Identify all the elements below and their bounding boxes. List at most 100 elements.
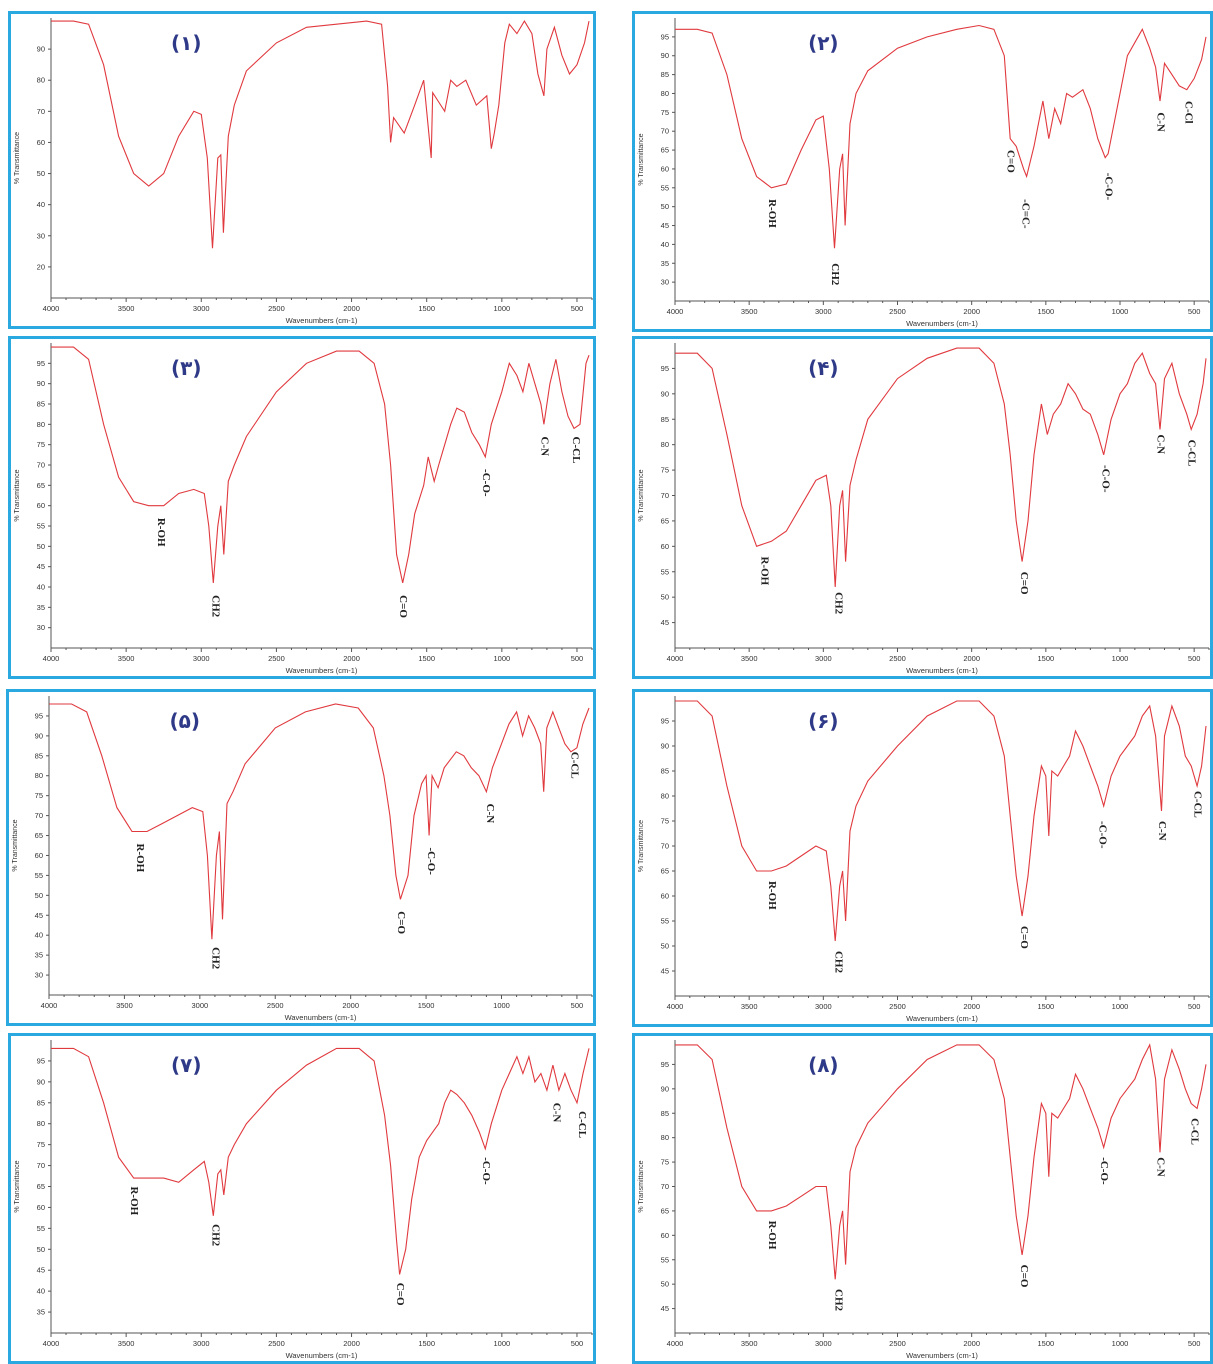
y-tick-label: 85 bbox=[661, 70, 669, 79]
peak-annotation: CH2 bbox=[833, 592, 845, 615]
y-tick-label: 75 bbox=[661, 817, 669, 826]
x-tick-label: 2000 bbox=[963, 307, 980, 316]
spectrum-panel-1: 20 30 40 50 60 70 80 90 4000 3500 3000 2500 2000 1500… bbox=[8, 11, 596, 329]
y-tick-label: 80 bbox=[37, 420, 45, 429]
x-axis-label: Wavenumbers (cm-1) bbox=[286, 1351, 358, 1360]
y-tick-label: 75 bbox=[661, 108, 669, 117]
x-axis-label: Wavenumbers (cm-1) bbox=[906, 666, 978, 675]
y-tick-label: 50 bbox=[661, 593, 669, 602]
spectrum-line bbox=[675, 24, 1207, 249]
y-tick-label: 65 bbox=[661, 146, 669, 155]
x-tick-label: 2500 bbox=[889, 1002, 906, 1011]
y-tick-label: 85 bbox=[661, 767, 669, 776]
y-tick-label: 45 bbox=[35, 911, 43, 920]
y-tick-label: 95 bbox=[661, 364, 669, 373]
y-tick-label: 50 bbox=[661, 942, 669, 951]
y-tick-label: 90 bbox=[661, 742, 669, 751]
spectrum-line bbox=[675, 700, 1207, 942]
y-tick-label: 30 bbox=[37, 231, 45, 240]
y-tick-label: 80 bbox=[661, 440, 669, 449]
x-tick-label: 1500 bbox=[418, 654, 435, 663]
peak-annotation: R-OH bbox=[766, 199, 778, 228]
y-tick-label: 70 bbox=[661, 842, 669, 851]
y-tick-label: 40 bbox=[35, 931, 43, 940]
y-tick-label: 65 bbox=[661, 516, 669, 525]
spectrum-panel-5: 30 35 40 45 50 55 60 65 70 75 80 85 90 95 4000 3500 3000… bbox=[6, 689, 596, 1026]
panel-label: (۱) bbox=[171, 31, 202, 55]
x-tick-label: 2000 bbox=[963, 654, 980, 663]
x-tick-label: 4000 bbox=[41, 1001, 58, 1010]
y-tick-label: 45 bbox=[37, 1266, 45, 1275]
y-tick-label: 90 bbox=[35, 731, 43, 740]
x-tick-label: 1500 bbox=[1037, 654, 1054, 663]
x-tick-label: 2500 bbox=[889, 654, 906, 663]
x-tick-label: 3500 bbox=[118, 1339, 135, 1348]
x-tick-label: 3500 bbox=[118, 654, 135, 663]
peak-annotation: C-N bbox=[1155, 112, 1167, 132]
x-tick-label: 1500 bbox=[1037, 1339, 1054, 1348]
y-tick-label: 30 bbox=[35, 971, 43, 980]
x-tick-label: 2500 bbox=[267, 1001, 284, 1010]
y-tick-label: 80 bbox=[37, 1119, 45, 1128]
peak-annotation: R-OH bbox=[128, 1187, 140, 1216]
y-tick-label: 45 bbox=[661, 221, 669, 230]
y-tick-label: 60 bbox=[37, 501, 45, 510]
spectrum-line bbox=[49, 703, 590, 940]
y-tick-label: 80 bbox=[37, 76, 45, 85]
x-tick-label: 2500 bbox=[268, 1339, 285, 1348]
peak-annotation: C-N bbox=[550, 1103, 562, 1123]
x-axis-label: Wavenumbers (cm-1) bbox=[286, 316, 358, 325]
x-tick-label: 2000 bbox=[342, 1001, 359, 1010]
y-tick-label: 40 bbox=[37, 1287, 45, 1296]
y-tick-label: 45 bbox=[37, 562, 45, 571]
x-tick-label: 500 bbox=[1188, 307, 1201, 316]
y-tick-label: 55 bbox=[661, 917, 669, 926]
spectrum-panel-8: 45 50 55 60 65 70 75 80 85 90 95 4000 3500 3000 2500 20… bbox=[632, 1033, 1213, 1364]
x-tick-label: 3500 bbox=[116, 1001, 133, 1010]
peak-annotation: C-Cl bbox=[1183, 101, 1195, 124]
y-tick-label: 85 bbox=[37, 400, 45, 409]
panel-label: (۸) bbox=[808, 1053, 839, 1077]
peak-annotation: C=O bbox=[397, 595, 409, 618]
x-tick-label: 4000 bbox=[43, 654, 60, 663]
y-tick-label: 70 bbox=[661, 491, 669, 500]
x-tick-label: 1000 bbox=[1112, 307, 1129, 316]
y-tick-label: 95 bbox=[661, 32, 669, 41]
y-tick-label: 35 bbox=[661, 259, 669, 268]
y-tick-label: 40 bbox=[37, 200, 45, 209]
y-tick-label: 30 bbox=[37, 623, 45, 632]
x-tick-label: 3500 bbox=[741, 1339, 758, 1348]
y-tick-label: 65 bbox=[37, 1182, 45, 1191]
spectrum-panel-3: 30 35 40 45 50 55 60 65 70 75 80 85 90 95 4000 3500 3000… bbox=[8, 336, 596, 679]
peak-annotation: -C-O- bbox=[425, 847, 437, 875]
x-tick-label: 3000 bbox=[815, 1339, 832, 1348]
peak-annotation: C-CL bbox=[1186, 440, 1198, 467]
y-tick-label: 65 bbox=[37, 481, 45, 490]
y-tick-label: 75 bbox=[37, 1140, 45, 1149]
y-tick-label: 60 bbox=[37, 1203, 45, 1212]
peak-annotation: -C-O- bbox=[480, 1157, 492, 1185]
y-tick-label: 40 bbox=[37, 583, 45, 592]
peak-annotation: C-N bbox=[484, 804, 496, 824]
x-tick-label: 2500 bbox=[268, 304, 285, 313]
x-tick-label: 1000 bbox=[493, 1339, 510, 1348]
y-tick-label: 85 bbox=[661, 415, 669, 424]
x-tick-label: 500 bbox=[571, 304, 584, 313]
x-tick-label: 1000 bbox=[1112, 1339, 1129, 1348]
x-tick-label: 2000 bbox=[963, 1002, 980, 1011]
y-tick-label: 65 bbox=[35, 831, 43, 840]
y-tick-label: 90 bbox=[37, 1077, 45, 1086]
y-tick-label: 45 bbox=[661, 618, 669, 627]
x-tick-label: 2500 bbox=[889, 1339, 906, 1348]
peak-annotation: CH2 bbox=[833, 951, 845, 974]
y-tick-label: 50 bbox=[37, 1245, 45, 1254]
y-tick-label: 60 bbox=[661, 542, 669, 551]
peak-annotation: -C-O- bbox=[1097, 821, 1109, 849]
x-tick-label: 2500 bbox=[268, 654, 285, 663]
spectrum-chart-6: 45 50 55 60 65 70 75 80 85 90 95 4000 3500 3000 2500 20… bbox=[638, 696, 1210, 1023]
x-tick-label: 2500 bbox=[889, 307, 906, 316]
peak-annotation: CH2 bbox=[209, 1224, 221, 1247]
x-tick-label: 4000 bbox=[667, 654, 684, 663]
x-tick-label: 1000 bbox=[1112, 1002, 1129, 1011]
y-tick-label: 70 bbox=[661, 127, 669, 136]
